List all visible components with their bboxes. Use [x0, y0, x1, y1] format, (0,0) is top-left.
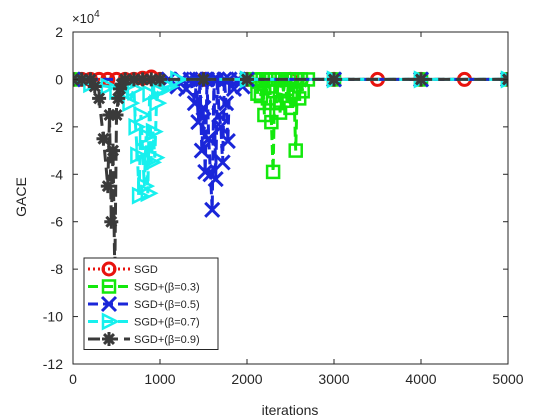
- series-3-point: [130, 146, 149, 165]
- series-3-point: [161, 77, 180, 96]
- series-2-point: [218, 95, 235, 112]
- series-3-point: [122, 94, 141, 113]
- series-4-point: [87, 79, 102, 94]
- x-tick-label: 3000: [318, 371, 349, 387]
- series-2-point: [195, 99, 212, 116]
- exponent-power: 4: [94, 9, 100, 20]
- series-2-point: [193, 142, 210, 159]
- x-axis-label: iterations: [262, 402, 319, 418]
- series-4-point: [153, 72, 167, 87]
- legend-entry-4: SGD+(β=0.9): [88, 332, 200, 346]
- series-2-point: [204, 201, 221, 218]
- series-3-point: [149, 94, 168, 113]
- x-tick-label: 5000: [492, 371, 523, 387]
- series-3-point: [135, 141, 154, 160]
- series-4-point: [92, 91, 107, 106]
- series-4-point: [196, 72, 211, 87]
- legend-label: SGD: [134, 264, 158, 276]
- y-tick-label: -2: [51, 119, 64, 135]
- series-4-point: [144, 72, 159, 87]
- series-3-point: [100, 77, 119, 96]
- series-4-point: [109, 108, 124, 122]
- legend-label: SGD+(β=0.5): [134, 299, 200, 311]
- x-tick-label: 1000: [144, 371, 175, 387]
- series-4-point: [83, 72, 98, 87]
- y-axis-label: GACE: [13, 177, 29, 217]
- legend-marker: [100, 295, 118, 313]
- series-4-point: [104, 214, 119, 229]
- x-tick-label: 4000: [405, 371, 436, 387]
- series-2-point: [214, 154, 231, 171]
- series-3-point: [151, 82, 170, 101]
- y-tick-label: 0: [55, 71, 63, 87]
- series-4-point: [414, 72, 428, 87]
- y-axis-exponent: ×104: [72, 9, 100, 26]
- legend-marker: [102, 332, 116, 346]
- legend-entry-1: SGD+(β=0.3): [88, 279, 200, 294]
- legend-label: SGD+(β=0.7): [134, 317, 200, 329]
- series-3-point: [144, 153, 163, 172]
- series-4-point: [240, 72, 254, 87]
- series-4-point: [96, 131, 111, 146]
- series-2-point: [200, 130, 217, 147]
- series-2-point: [190, 114, 207, 131]
- x-tick-label: 0: [69, 371, 77, 387]
- series-3-point: [128, 117, 147, 136]
- series-1-point: [288, 143, 303, 158]
- legend-label: SGD+(β=0.9): [134, 334, 200, 346]
- series-4-point: [74, 72, 89, 87]
- series-3-point: [145, 122, 164, 141]
- series-1-point: [264, 114, 279, 130]
- series-1-point: [250, 86, 265, 101]
- series-2-point: [186, 95, 203, 112]
- series-4-point: [112, 81, 127, 96]
- series-line-0: [73, 75, 508, 81]
- y-tick-label: -6: [51, 214, 64, 230]
- series-3-point: [133, 105, 152, 125]
- axes-box: [72, 31, 509, 365]
- y-tick-label: 2: [55, 24, 63, 40]
- series-1-point: [283, 100, 298, 116]
- exponent-base: ×10: [72, 11, 94, 26]
- series-2-point: [207, 170, 224, 188]
- x-tick-label: 2000: [231, 371, 262, 387]
- legend-entry-0: SGD: [88, 261, 158, 277]
- series-4-point: [118, 72, 133, 87]
- legend-entry-2: SGD+(β=0.5): [88, 295, 200, 313]
- y-tick-label: -12: [43, 356, 63, 372]
- legend-entry-3: SGD+(β=0.7): [88, 312, 200, 331]
- series-3-point: [137, 177, 156, 196]
- series-4-point: [126, 72, 141, 87]
- y-tick-label: -10: [43, 309, 63, 325]
- legend-label: SGD+(β=0.3): [134, 282, 200, 294]
- legend-marker: [101, 261, 117, 277]
- series-4-point: [111, 91, 126, 106]
- y-tick-label: -8: [51, 261, 64, 277]
- series-2-point: [219, 133, 236, 150]
- series-1-point: [265, 164, 281, 180]
- axes-layer: 0 1000 2000 3000 4000 5000 2 0 -2 -4 -6 -8 -10 -12: [43, 24, 524, 387]
- series-2-point: [209, 71, 226, 88]
- series-2-point: [212, 118, 229, 135]
- legend-marker: [101, 279, 117, 294]
- series-1-point: [260, 91, 276, 106]
- legend-marker: [101, 312, 120, 331]
- y-tick-label: -4: [51, 166, 64, 182]
- legend: SGD SGD+(β=0.3) SGD+(β=0.5) SGD+(β=0.7) SGD+…: [83, 257, 219, 350]
- series-4-point: [135, 72, 150, 87]
- series-4-point: [327, 72, 341, 87]
- series-4-point: [100, 179, 115, 194]
- series-4-point: [106, 143, 121, 158]
- series-3-point: [147, 148, 166, 167]
- series-3-point: [140, 184, 159, 203]
